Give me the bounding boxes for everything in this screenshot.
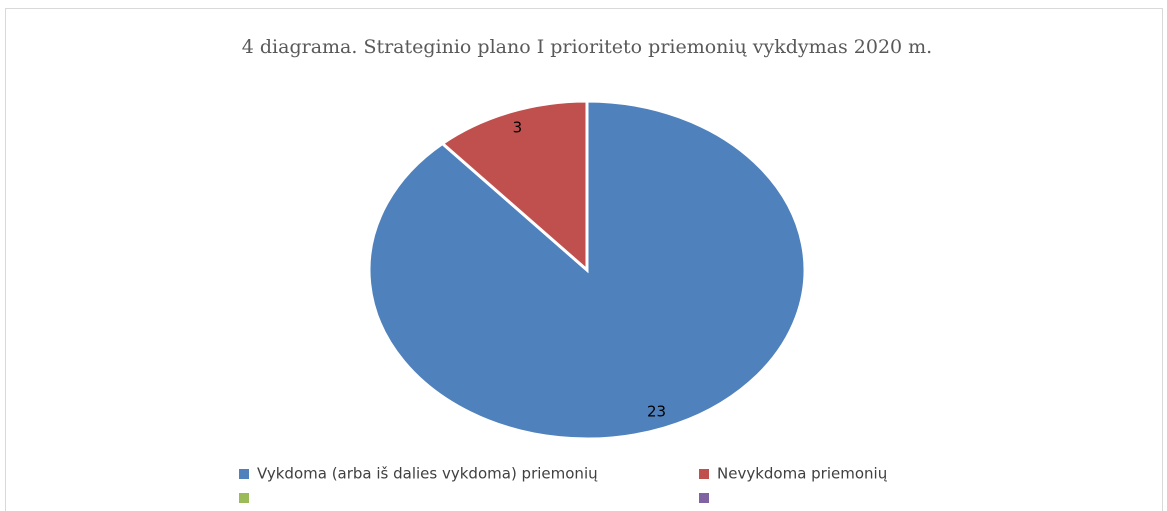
chart-title: 4 diagrama. Strateginio plano I priorite… (242, 36, 932, 58)
data-label: 3 (513, 118, 523, 136)
legend-swatch (239, 493, 249, 503)
legend-swatch (239, 469, 249, 479)
data-label: 23 (647, 403, 666, 421)
pie-slice (439, 99, 589, 274)
legend-swatch (699, 493, 709, 503)
legend-swatch (699, 469, 709, 479)
legend-label: Nevykdoma priemonių (717, 465, 888, 483)
legend-label: Vykdoma (arba iš dalies vykdoma) priemon… (257, 465, 598, 483)
